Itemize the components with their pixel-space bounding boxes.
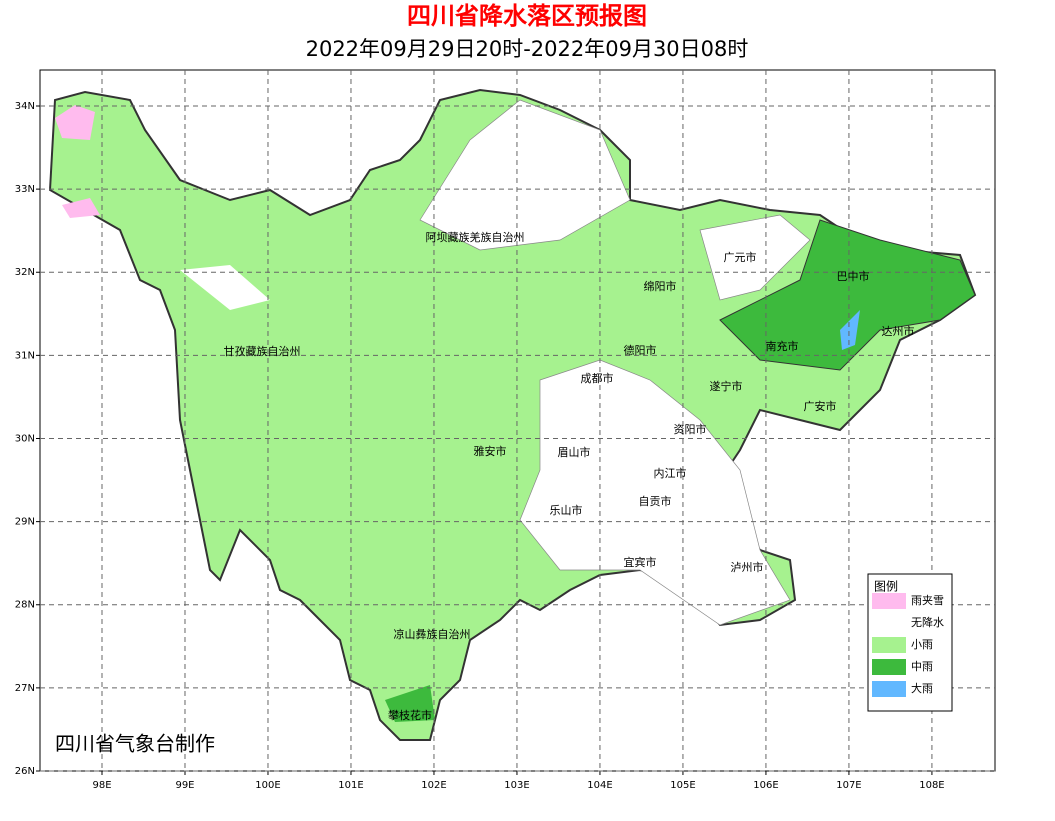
region-label: 遂宁市 xyxy=(710,379,743,393)
region-label: 阿坝藏族羌族自治州 xyxy=(426,230,525,244)
credit: 四川省气象台制作 xyxy=(55,732,215,756)
region-label: 南充市 xyxy=(766,339,799,353)
legend-title: 图例 xyxy=(874,580,898,594)
y-tick-label: 32N xyxy=(15,267,35,278)
no-rain-northeast xyxy=(699,214,811,301)
region-label: 绵阳市 xyxy=(644,279,677,293)
y-tick-label: 26N xyxy=(15,766,35,777)
x-tick-label: 108E xyxy=(919,780,944,791)
legend-label: 小雨 xyxy=(911,638,933,651)
x-tick-label: 99E xyxy=(175,780,194,791)
region-label: 乐山市 xyxy=(550,503,583,517)
legend-swatch xyxy=(872,637,906,653)
legend-label: 雨夹雪 xyxy=(911,594,944,607)
moderate-rain-south xyxy=(385,685,435,722)
no-rain-north xyxy=(419,99,631,251)
region-label: 巴中市 xyxy=(837,269,870,283)
legend-label: 中雨 xyxy=(911,660,933,673)
precip-areas xyxy=(48,88,977,741)
region-label: 眉山市 xyxy=(558,445,591,459)
y-tick-label: 29N xyxy=(15,517,35,528)
sleet-area xyxy=(55,105,95,140)
legend-swatch xyxy=(872,615,906,631)
x-tick-label: 104E xyxy=(587,780,612,791)
y-tick-label: 31N xyxy=(15,350,35,361)
y-tick-label: 28N xyxy=(15,600,35,611)
graticule: 98E 99E 100E 101E 102E 103E 104E 105E 106E 107E 10… xyxy=(15,70,995,791)
region-label: 达州市 xyxy=(882,324,915,338)
legend-label: 无降水 xyxy=(911,615,944,629)
x-tick-label: 98E xyxy=(92,780,111,791)
x-tick-label: 107E xyxy=(836,780,861,791)
region-label: 成都市 xyxy=(581,371,614,385)
x-tick-label: 105E xyxy=(670,780,695,791)
no-rain-west xyxy=(180,265,270,310)
region-label: 甘孜藏族自治州 xyxy=(224,344,301,358)
sleet-area-2 xyxy=(62,198,100,218)
region-label: 攀枝花市 xyxy=(388,708,432,722)
region-label: 德阳市 xyxy=(624,343,657,357)
x-tick-label: 102E xyxy=(421,780,446,791)
legend-swatch xyxy=(872,659,906,675)
region-label: 广元市 xyxy=(724,250,757,264)
region-label: 雅安市 xyxy=(474,444,507,458)
subtitle: 2022年09月29日20时-2022年09月30日08时 xyxy=(306,37,749,61)
x-tick-label: 100E xyxy=(255,780,280,791)
heavy-rain xyxy=(840,310,860,350)
x-tick-label: 101E xyxy=(338,780,363,791)
title: 四川省降水落区预报图 xyxy=(407,2,647,30)
region-label: 宜宾市 xyxy=(624,555,657,569)
moderate-rain xyxy=(719,219,976,371)
legend-swatch xyxy=(872,681,906,697)
region-label: 泸州市 xyxy=(731,560,764,574)
region-label: 内江市 xyxy=(654,466,687,480)
legend-swatch xyxy=(872,593,906,609)
y-tick-label: 34N xyxy=(15,101,35,112)
region-label: 凉山彝族自治州 xyxy=(394,627,471,641)
region-label: 自贡市 xyxy=(639,494,672,508)
region-label: 资阳市 xyxy=(674,422,707,436)
region-label: 广安市 xyxy=(804,399,837,413)
no-rain-basin xyxy=(519,359,791,626)
x-tick-label: 106E xyxy=(753,780,778,791)
x-tick-label: 103E xyxy=(504,780,529,791)
y-tick-label: 33N xyxy=(15,184,35,195)
legend-label: 大雨 xyxy=(911,681,933,695)
y-tick-label: 30N xyxy=(15,433,35,444)
y-tick-label: 27N xyxy=(15,683,35,694)
